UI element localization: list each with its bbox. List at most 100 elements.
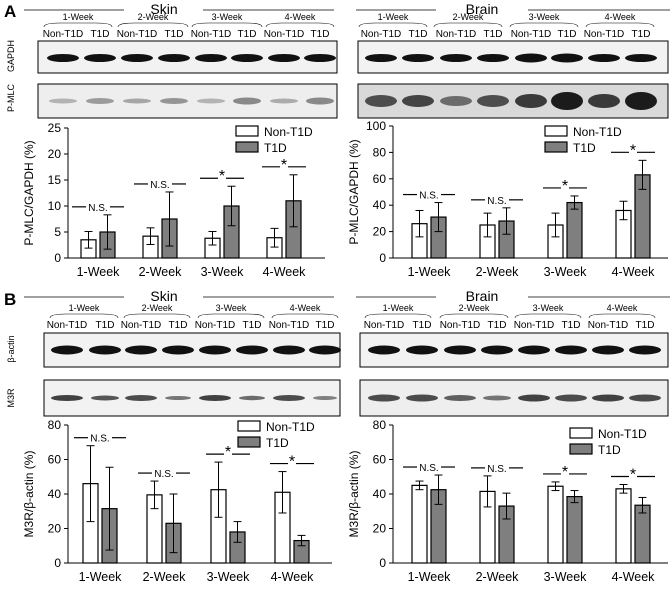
week-headers: 1-Week 2-Week 3-Week 4-Week <box>364 303 656 319</box>
m3r-bands <box>51 395 337 401</box>
significance-label: * <box>219 168 225 185</box>
week-header: 2-Week <box>142 303 173 313</box>
bar <box>411 484 428 564</box>
lane-label-t1d: T1D <box>91 29 110 40</box>
week-header: 2-Week <box>453 12 484 22</box>
lane-label-t1d: T1D <box>409 29 428 40</box>
m3r-bands <box>368 394 661 402</box>
y-axis-label: P-MLC/GAPDH (%) <box>347 139 361 244</box>
panel-label-b: B <box>4 290 16 309</box>
beta-actin-bands <box>51 345 341 355</box>
lane-label-t1d: T1D <box>636 320 655 331</box>
lane-label-t1d: T1D <box>238 29 257 40</box>
x-tick-label: 1-Week <box>79 570 123 584</box>
blot-label-m3r: M3R <box>6 388 16 408</box>
blot-label-gapdh: GAPDH <box>6 40 16 72</box>
bar-chart-a-skin: 0 5 10 15 20 25 P-MLC/GAPDH (%) Non-T1D T1D N.S. 1… <box>22 121 325 279</box>
y-tick-label: 20 <box>48 522 62 536</box>
week-header: 3-Week <box>212 12 243 22</box>
y-tick-label: 60 <box>373 453 387 467</box>
legend-label: T1D <box>266 436 289 450</box>
significance-label: N.S. <box>487 196 506 207</box>
week-header: 4-Week <box>607 303 638 313</box>
bar-chart-a-brain: 0 20 40 60 80 100 P-MLC/GAPDH (%) Non-T1D T1D N.S… <box>347 119 668 279</box>
x-tick-label: 4-Week <box>263 265 307 279</box>
beta-actin-bands <box>368 345 661 355</box>
x-tick-label: 3-Week <box>544 265 588 279</box>
lane-label-non-t1d: Non-T1D <box>514 320 555 331</box>
week-header: 3-Week <box>533 303 564 313</box>
y-tick-label: 20 <box>373 522 387 536</box>
legend-swatch <box>237 420 261 432</box>
p-mlc-bands <box>365 92 657 110</box>
y-tick-label: 0 <box>379 556 386 570</box>
lane-label-t1d: T1D <box>243 320 262 331</box>
y-tick-label: 0 <box>54 556 61 570</box>
significance-label: N.S. <box>90 434 109 445</box>
y-tick-label: 40 <box>48 487 62 501</box>
lane-label-t1d: T1D <box>96 320 115 331</box>
legend-swatch <box>544 141 568 153</box>
x-tick-label: 4-Week <box>271 570 315 584</box>
bar-chart-b-brain: 0 20 40 60 80 M3R/β-actin (%) Non-T1D T1D N.S. 1-… <box>347 418 668 584</box>
lane-label-non-t1d: Non-T1D <box>364 320 405 331</box>
significance-label: N.S. <box>150 180 169 191</box>
y-tick-label: 80 <box>373 418 387 432</box>
lane-headers: Non-T1D T1D Non-T1D T1D Non-T1D T1D Non-… <box>361 29 651 40</box>
blot-label-p-mlc: P-MLC <box>6 84 16 113</box>
week-header: 2-Week <box>138 12 169 22</box>
y-tick-label: 25 <box>48 121 62 135</box>
x-tick-label: 3-Week <box>201 265 245 279</box>
y-axis-label: P-MLC/GAPDH (%) <box>22 140 36 245</box>
lane-label-non-t1d: Non-T1D <box>361 29 402 40</box>
bar <box>547 485 564 564</box>
p-mlc-bands <box>49 97 334 105</box>
x-tick-label: 2-Week <box>476 570 520 584</box>
week-headers: 1-Week 2-Week 3-Week 4-Week <box>358 12 655 28</box>
y-axis-label: M3R/β-actin (%) <box>347 451 361 538</box>
week-header: 3-Week <box>216 303 247 313</box>
y-tick-label: 60 <box>373 172 387 186</box>
week-headers: 1-Week 2-Week 3-Week 4-Week <box>49 303 339 319</box>
legend-label: Non-T1D <box>264 125 313 139</box>
lane-label-t1d: T1D <box>488 320 507 331</box>
blot-group-b-skin: Skin 1-Week 2-Week 3-Week 4-Week Non-T1D… <box>6 288 341 417</box>
legend-label: Non-T1D <box>598 427 647 441</box>
lane-label-non-t1d: Non-T1D <box>588 320 629 331</box>
gapdh-bands <box>365 53 657 63</box>
bar <box>634 504 651 564</box>
lane-headers: Non-T1D T1D Non-T1D T1D Non-T1D T1D Non-… <box>43 29 330 40</box>
y-tick-label: 20 <box>373 225 387 239</box>
legend-label: T1D <box>573 141 596 155</box>
x-tick-label: 2-Week <box>476 265 520 279</box>
lane-headers: Non-T1D T1D Non-T1D T1D Non-T1D T1D Non-… <box>364 320 655 331</box>
significance-label: N.S. <box>419 191 438 202</box>
y-tick-label: 0 <box>54 251 61 265</box>
significance-label: N.S. <box>154 469 173 480</box>
legend-swatch <box>569 443 593 455</box>
lane-label-non-t1d: Non-T1D <box>43 29 84 40</box>
panel-label-a: A <box>4 2 16 21</box>
y-tick-label: 60 <box>48 453 62 467</box>
legend-swatch <box>235 141 259 153</box>
lane-label-non-t1d: Non-T1D <box>191 29 232 40</box>
tissue-title-a-skin: Skin <box>150 1 177 17</box>
y-tick-label: 5 <box>54 225 61 239</box>
week-header: 1-Week <box>69 303 100 313</box>
legend-label: T1D <box>598 443 621 457</box>
blot-label-beta-actin: β-actin <box>6 335 16 362</box>
lane-label-t1d: T1D <box>558 29 577 40</box>
y-axis-label: M3R/β-actin (%) <box>22 451 36 538</box>
y-tick-label: 40 <box>373 198 387 212</box>
significance-label: * <box>225 444 231 461</box>
y-tick-label: 40 <box>373 487 387 501</box>
bar <box>566 201 583 259</box>
x-tick-label: 4-Week <box>612 570 656 584</box>
significance-label: * <box>562 464 568 481</box>
significance-label: N.S. <box>419 463 438 474</box>
week-header: 1-Week <box>378 12 409 22</box>
lane-label-non-t1d: Non-T1D <box>264 29 305 40</box>
x-tick-label: 2-Week <box>139 265 183 279</box>
week-header: 3-Week <box>529 12 560 22</box>
